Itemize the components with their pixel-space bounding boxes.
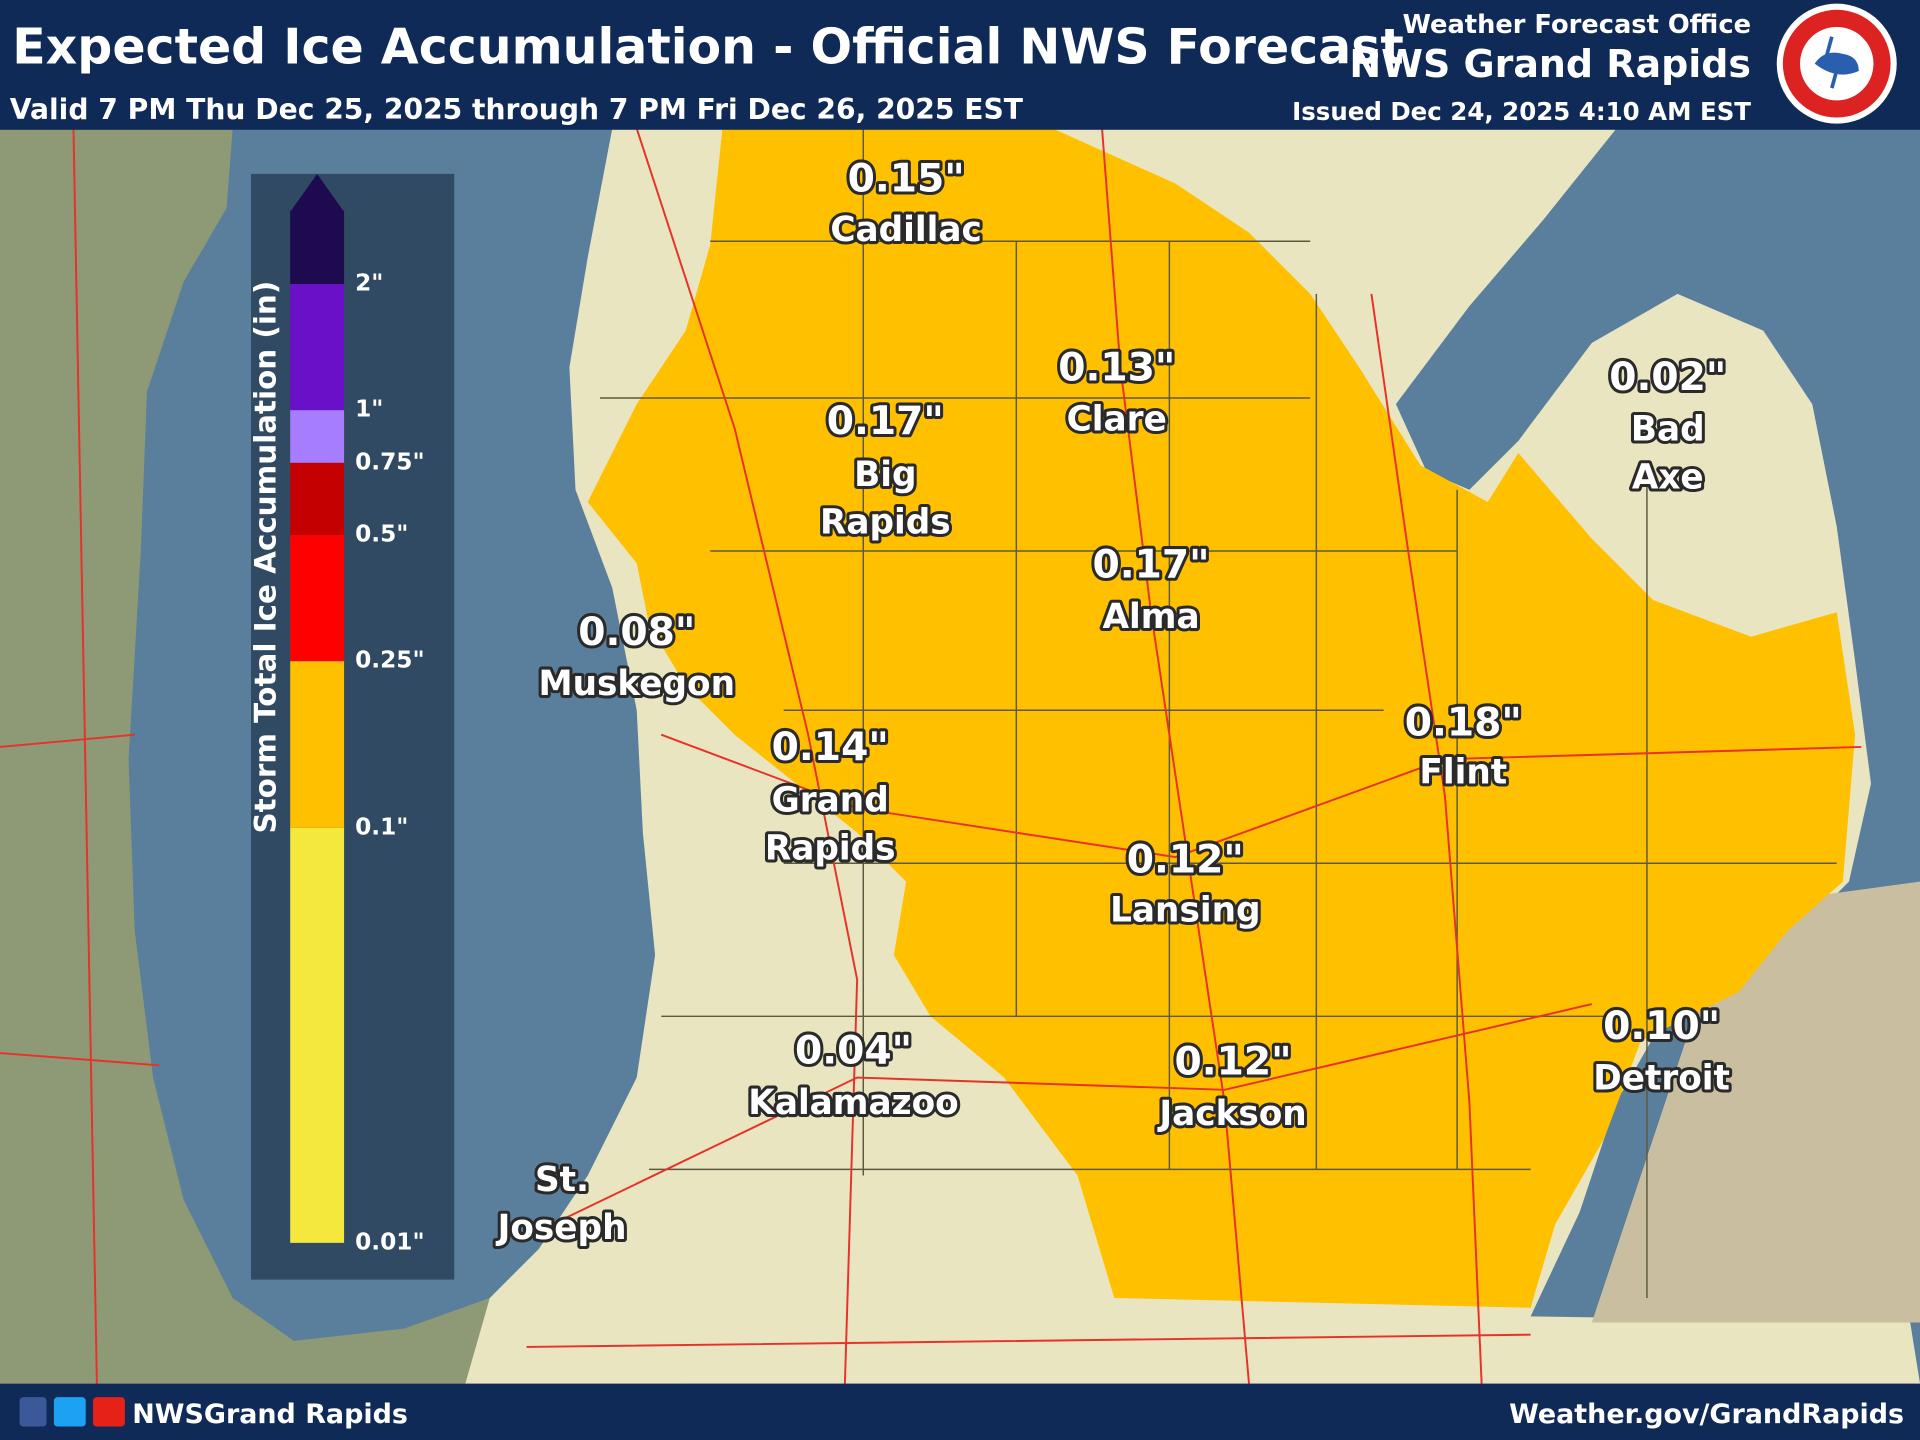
legend-tick-label: 1" bbox=[355, 396, 383, 423]
city-value: 0.13" bbox=[1058, 345, 1175, 390]
title: Expected Ice Accumulation - Official NWS… bbox=[12, 19, 1404, 76]
city-name: Axe bbox=[1632, 457, 1704, 497]
city-value: 0.12" bbox=[1175, 1040, 1292, 1085]
social-handle: NWSGrand Rapids bbox=[132, 1399, 408, 1430]
city-value: 0.08" bbox=[578, 610, 695, 655]
legend-tick-label: 0.75" bbox=[355, 448, 424, 475]
city-value: 0.12" bbox=[1127, 838, 1244, 883]
legend-swatch bbox=[290, 210, 345, 285]
roads bbox=[0, 128, 1862, 1440]
city-name: Muskegon bbox=[539, 664, 735, 704]
city-name: Joseph bbox=[496, 1208, 627, 1248]
city-value: 0.17" bbox=[1092, 542, 1209, 587]
office-name: NWS Grand Rapids bbox=[1349, 42, 1751, 86]
facebook-icon[interactable] bbox=[19, 1397, 47, 1427]
ice-accumulation-area bbox=[587, 128, 1856, 1308]
issued-time: Issued Dec 24, 2025 4:10 AM EST bbox=[1292, 97, 1751, 126]
legend-tick-label: 0.1" bbox=[355, 813, 408, 840]
city-name: Flint bbox=[1419, 752, 1507, 792]
city-name: Jackson bbox=[1157, 1094, 1306, 1134]
legend-box bbox=[251, 173, 455, 1280]
city-name: Kalamazoo bbox=[748, 1083, 958, 1123]
legend-swatch bbox=[290, 535, 345, 662]
website: Weather.gov/GrandRapids bbox=[1509, 1399, 1904, 1430]
valid-period: Valid 7 PM Thu Dec 25, 2025 through 7 PM… bbox=[10, 93, 1024, 126]
footer-bar bbox=[0, 1383, 1920, 1440]
legend-swatch bbox=[290, 827, 345, 1243]
city-name: Grand bbox=[772, 781, 889, 821]
legend: 2" 1" 0.75" 0.5" 0.25" 0.1" 0.01" Storm Total I… bbox=[248, 173, 425, 1255]
legend-title: Storm Total Ice Accumulation (in) bbox=[248, 281, 282, 834]
legend-tick-label: 0.01" bbox=[355, 1228, 424, 1255]
header-bar bbox=[0, 0, 1920, 130]
city-labels: 0.15" Cadillac 0.17" Big Rapids 0.13" Clare 0.0… bbox=[493, 154, 1733, 1251]
city-name: Bad bbox=[1631, 410, 1705, 450]
legend-arrow bbox=[290, 173, 345, 212]
city-name: Rapids bbox=[765, 828, 896, 868]
city-name: Cadillac bbox=[830, 210, 981, 250]
ontario-land bbox=[1591, 881, 1920, 1323]
legend-swatch bbox=[290, 284, 345, 411]
legend-tick-label: 0.5" bbox=[355, 521, 408, 548]
youtube-icon[interactable] bbox=[93, 1397, 125, 1427]
city-name: Big bbox=[854, 455, 916, 495]
nws-logo bbox=[1776, 3, 1897, 124]
legend-swatch bbox=[290, 661, 345, 828]
city-name: Alma bbox=[1102, 597, 1199, 637]
city-value: 0.10" bbox=[1603, 1004, 1720, 1049]
city-value: 0.02" bbox=[1609, 355, 1726, 400]
legend-swatch bbox=[290, 462, 345, 536]
legend-tick-label: 0.25" bbox=[355, 647, 424, 674]
city-name: Clare bbox=[1067, 400, 1167, 440]
city-value: 0.17" bbox=[827, 399, 944, 444]
legend-tick-label: 2" bbox=[355, 270, 383, 297]
city-name: St. bbox=[535, 1160, 589, 1200]
city-name: Lansing bbox=[1110, 891, 1260, 931]
county-lines bbox=[600, 128, 1837, 1298]
city-name: Detroit bbox=[1593, 1059, 1730, 1099]
legend-swatch bbox=[290, 410, 345, 463]
city-value: 0.18" bbox=[1405, 700, 1522, 745]
city-value: 0.15" bbox=[848, 157, 965, 202]
office-label: Weather Forecast Office bbox=[1403, 10, 1751, 40]
city-value: 0.04" bbox=[795, 1029, 912, 1074]
twitter-icon[interactable] bbox=[53, 1397, 86, 1427]
city-name: Rapids bbox=[820, 503, 951, 543]
city-value: 0.14" bbox=[772, 725, 889, 770]
